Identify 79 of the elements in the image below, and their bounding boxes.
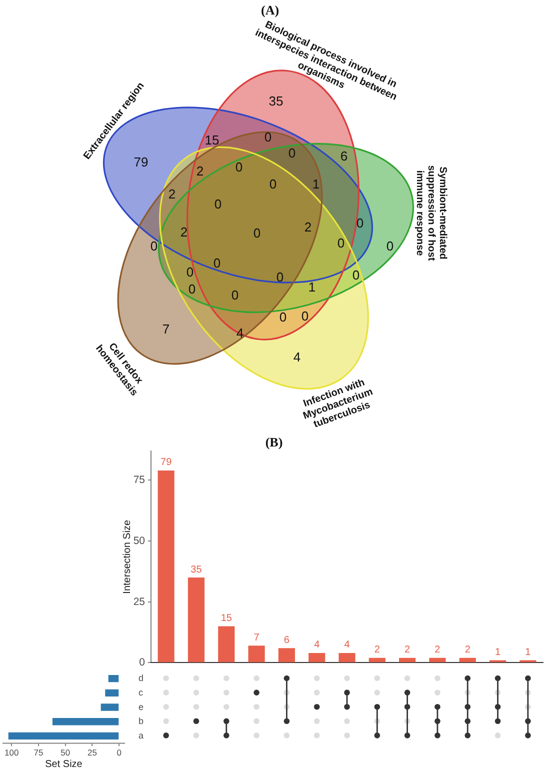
text: 0: [288, 146, 296, 161]
data-label: 35: [190, 564, 202, 576]
data-label: 4: [314, 640, 320, 651]
text: 0: [276, 270, 284, 285]
text: 0: [279, 310, 287, 325]
y-tick-label: c: [138, 687, 144, 698]
data-label: 2: [404, 644, 411, 656]
x-axis-title: Set Size: [45, 758, 83, 770]
data-label: 2: [434, 644, 441, 656]
text: 0: [214, 196, 222, 212]
bar: [278, 648, 295, 662]
text: 4: [293, 350, 301, 365]
y-tick-label: 75: [133, 474, 146, 486]
text: 0: [186, 264, 194, 280]
bar: [308, 652, 326, 662]
data-label: 7: [254, 632, 260, 644]
data-label: 1: [525, 647, 532, 658]
x-tick-label: 0: [116, 747, 122, 758]
x-tick-label: 100: [4, 747, 19, 758]
text: 0: [264, 130, 272, 145]
y-tick-label: e: [138, 701, 144, 712]
text: 0: [235, 160, 243, 175]
x-tick-label: 25: [88, 747, 98, 758]
text: 0: [269, 176, 277, 192]
bar: [158, 470, 174, 662]
text: 0: [356, 216, 364, 231]
text: 2: [304, 220, 312, 235]
text: 1: [308, 280, 316, 295]
text: 0: [301, 308, 309, 324]
bar: [459, 658, 476, 662]
bar: [248, 646, 265, 662]
bar: [100, 703, 119, 711]
text: 0: [253, 226, 261, 241]
text: 0: [337, 236, 345, 251]
data-label: 4: [344, 640, 350, 651]
data-label: 15: [220, 612, 232, 624]
text: 2: [168, 186, 176, 202]
chart-title: (B): [265, 434, 283, 450]
text: 0: [386, 238, 394, 254]
bar: [368, 658, 386, 662]
y-tick-label: 0: [139, 656, 146, 669]
text: Symbiont-mediated suppression of host immune response: [414, 165, 448, 262]
y-tick-label: 25: [133, 596, 146, 608]
text: 6: [340, 148, 348, 164]
bar: [429, 658, 446, 662]
text: 0: [150, 238, 158, 254]
text: 0: [188, 282, 196, 297]
bar: [8, 732, 119, 740]
data-label: 2: [464, 644, 471, 656]
y-tick-label: d: [138, 672, 144, 683]
data-label: 1: [494, 647, 501, 658]
data-label: 6: [284, 634, 290, 646]
y-axis-title: Intersection Size: [122, 519, 133, 594]
text: 35: [268, 94, 284, 109]
x-tick-label: 50: [60, 747, 70, 758]
bar: [108, 674, 119, 682]
bar: [338, 652, 356, 662]
y-tick-label: 50: [133, 534, 146, 547]
bar: [188, 578, 205, 662]
bar: [399, 658, 416, 662]
text: 2: [180, 224, 188, 240]
data-label: 2: [374, 644, 380, 656]
text: 4: [236, 326, 244, 341]
bar: [105, 689, 119, 696]
text: 0: [352, 268, 360, 283]
text: 0: [213, 256, 221, 271]
text: 7: [162, 322, 170, 337]
y-tick-label: b: [138, 716, 144, 726]
bar: [52, 718, 119, 725]
x-tick-label: 75: [34, 747, 44, 758]
text: 79: [134, 154, 148, 170]
y-tick-label: a: [138, 730, 144, 740]
text: (A): [260, 2, 280, 18]
bar: [218, 626, 235, 662]
text: 1: [312, 176, 320, 192]
text: 15: [204, 132, 220, 148]
text: 0: [231, 288, 239, 303]
data-label: 79: [160, 457, 172, 468]
text: 2: [196, 164, 204, 179]
